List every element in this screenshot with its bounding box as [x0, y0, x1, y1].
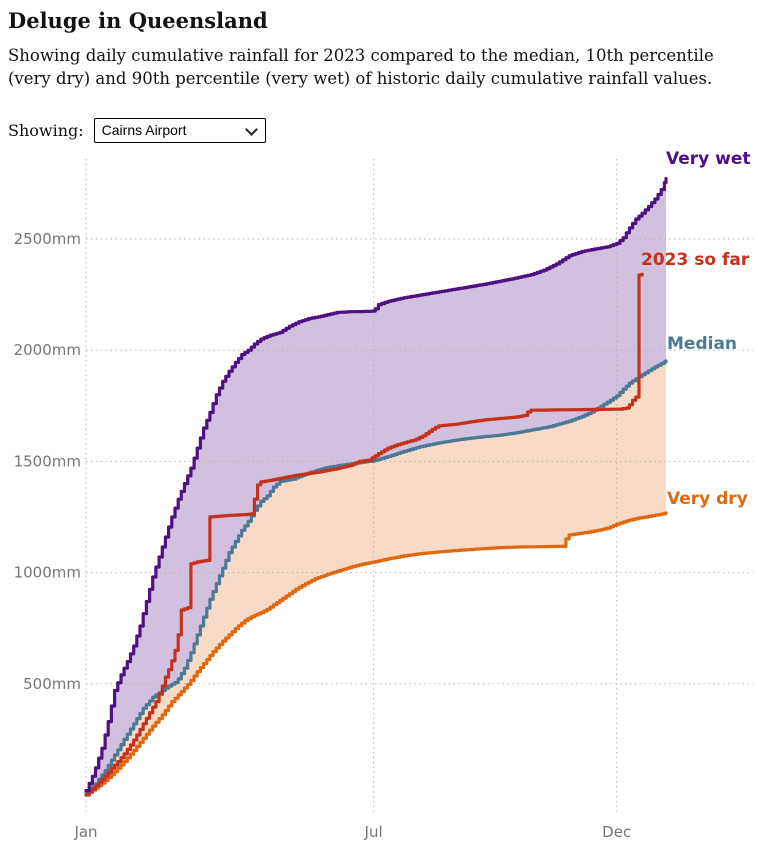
series-label-median: Median	[667, 334, 738, 354]
y2023-line	[84, 272, 644, 797]
x-tick-label: Jul	[364, 823, 383, 841]
showing-label: Showing:	[8, 120, 84, 140]
subtitle-line-1: Showing daily cumulative rainfall for 20…	[8, 46, 714, 65]
subtitle-line-2: (very dry) and 90th percentile (very wet…	[8, 69, 713, 88]
y-tick-label: 2500mm	[14, 230, 81, 248]
very-wet-to-median-band	[86, 178, 666, 793]
median-to-very-dry-band	[86, 360, 666, 794]
very-dry-line	[84, 511, 668, 796]
y-tick-label: 1500mm	[14, 452, 81, 470]
band-fills	[86, 178, 666, 794]
page-title: Deluge in Queensland	[8, 8, 268, 33]
chart-subtitle: Showing daily cumulative rainfall for 20…	[8, 44, 753, 90]
x-tick-label: Dec	[602, 823, 631, 841]
y-tick-label: 500mm	[23, 675, 81, 693]
series-label-2023-so-far: 2023 so far	[641, 250, 750, 270]
y-tick-label: 1000mm	[14, 564, 81, 582]
axis-tick-labels: 500mm 1000mm 1500mm 2000mm 2500mm Jan Jul Dec	[14, 230, 632, 841]
showing-control-row: Showing: Cairns Airport	[8, 117, 266, 143]
y-tick-label: 2000mm	[14, 341, 81, 359]
gridlines	[85, 159, 753, 812]
station-select-wrap: Cairns Airport	[93, 117, 266, 143]
station-select[interactable]: Cairns Airport	[93, 117, 266, 143]
series-label-very-dry: Very dry	[667, 489, 748, 509]
very-wet-line	[84, 176, 668, 793]
series-lines	[84, 176, 668, 797]
median-line	[84, 359, 668, 795]
x-tick-label: Jan	[73, 823, 97, 841]
series-label-very-wet: Very wet	[666, 149, 751, 169]
